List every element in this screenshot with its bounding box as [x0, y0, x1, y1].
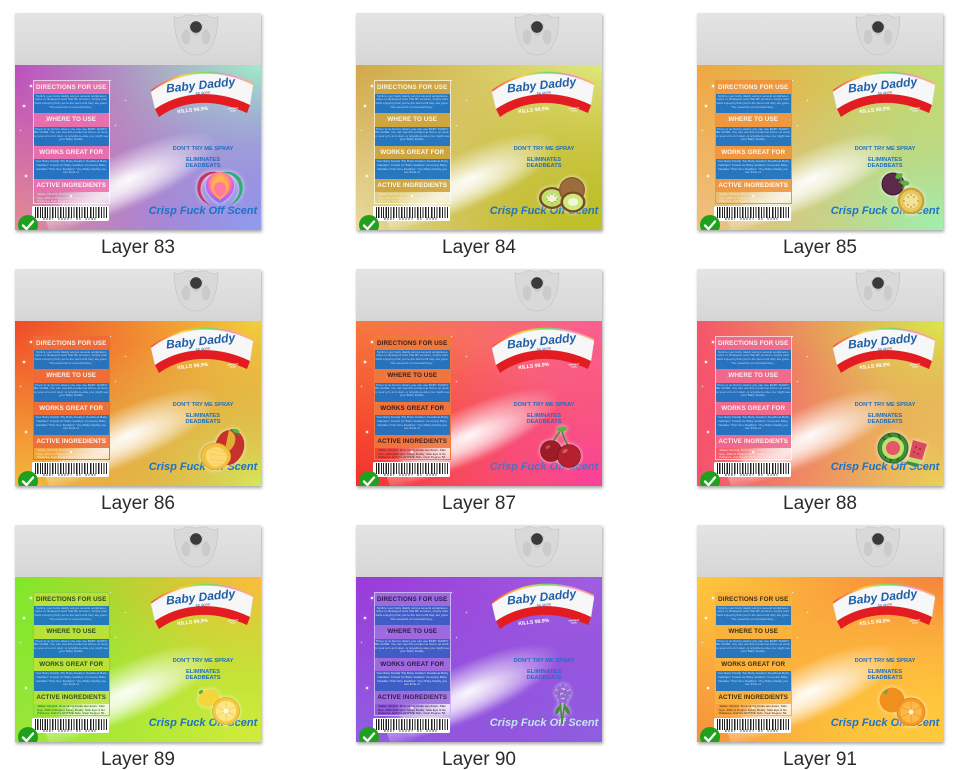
- svg-text:KILLS 99.9%: KILLS 99.9%: [518, 362, 550, 371]
- svg-text:BABY DADDY BE GONE: BABY DADDY BE GONE: [384, 474, 439, 477]
- svg-text:KILLS 99.9%: KILLS 99.9%: [518, 106, 550, 115]
- svg-text:KILLS 99.9%: KILLS 99.9%: [859, 106, 891, 115]
- svg-text:TOXIC: TOXIC: [230, 622, 237, 625]
- svg-text:TOXIC: TOXIC: [571, 366, 578, 369]
- svg-text:BABY DADDY BE GONE: BABY DADDY BE GONE: [725, 474, 780, 477]
- svg-text:BABY DADDY BE GONE: BABY DADDY BE GONE: [384, 730, 439, 733]
- svg-text:BABY DADDY BE GONE: BABY DADDY BE GONE: [725, 730, 780, 733]
- svg-text:KILLS 99.9%: KILLS 99.9%: [177, 106, 209, 115]
- svg-text:KILLS 99.9%: KILLS 99.9%: [177, 362, 209, 371]
- svg-text:TOXIC: TOXIC: [571, 622, 578, 625]
- svg-text:BABY DADDY BE GONE: BABY DADDY BE GONE: [725, 218, 780, 221]
- svg-text:BABY DADDY BE GONE: BABY DADDY BE GONE: [43, 218, 98, 221]
- svg-text:TOXIC: TOXIC: [230, 366, 237, 369]
- svg-text:TOXIC: TOXIC: [912, 622, 919, 625]
- svg-text:BABY DADDY BE GONE: BABY DADDY BE GONE: [384, 218, 439, 221]
- svg-text:KILLS 99.9%: KILLS 99.9%: [518, 618, 550, 627]
- svg-text:BABY DADDY BE GONE: BABY DADDY BE GONE: [43, 474, 98, 477]
- svg-text:TOXIC: TOXIC: [912, 110, 919, 113]
- svg-text:KILLS 99.9%: KILLS 99.9%: [859, 362, 891, 371]
- svg-text:TOXIC: TOXIC: [230, 110, 237, 113]
- svg-text:KILLS 99.9%: KILLS 99.9%: [177, 618, 209, 627]
- svg-text:TOXIC: TOXIC: [912, 366, 919, 369]
- svg-text:KILLS 99.9%: KILLS 99.9%: [859, 618, 891, 627]
- svg-text:TOXIC: TOXIC: [571, 110, 578, 113]
- svg-text:BABY DADDY BE GONE: BABY DADDY BE GONE: [43, 730, 98, 733]
